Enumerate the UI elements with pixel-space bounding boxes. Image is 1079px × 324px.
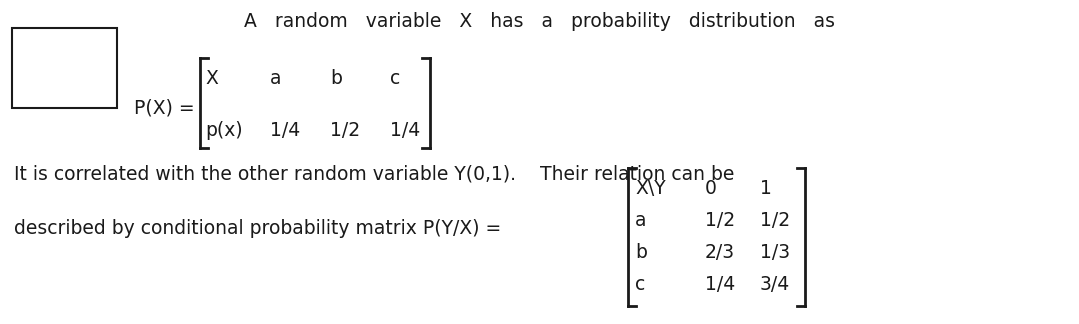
Text: p(x): p(x) xyxy=(205,121,243,140)
Text: b: b xyxy=(636,242,647,261)
Text: 1/2: 1/2 xyxy=(705,211,735,229)
Text: 1/4: 1/4 xyxy=(390,121,420,140)
Text: X: X xyxy=(205,68,218,87)
Text: 2/3: 2/3 xyxy=(705,242,735,261)
Text: described by conditional probability matrix P(Y/X) =: described by conditional probability mat… xyxy=(14,218,502,237)
Text: b: b xyxy=(330,68,342,87)
Text: X\Y: X\Y xyxy=(636,179,666,198)
Text: P(X) =: P(X) = xyxy=(135,98,195,118)
Text: A   random   variable   X   has   a   probability   distribution   as: A random variable X has a probability di… xyxy=(245,12,835,31)
Text: a: a xyxy=(636,211,646,229)
Bar xyxy=(12,28,117,108)
Text: 3/4: 3/4 xyxy=(760,274,790,294)
Text: a: a xyxy=(270,68,282,87)
Text: 0: 0 xyxy=(705,179,716,198)
Text: 1/2: 1/2 xyxy=(760,211,790,229)
Text: It is correlated with the other random variable Y(0,1).    Their relation can be: It is correlated with the other random v… xyxy=(14,165,735,184)
Text: 1/4: 1/4 xyxy=(270,121,300,140)
Text: 1/3: 1/3 xyxy=(760,242,790,261)
Text: 1/4: 1/4 xyxy=(705,274,735,294)
Text: c: c xyxy=(636,274,645,294)
Text: c: c xyxy=(390,68,400,87)
Text: 1/2: 1/2 xyxy=(330,121,360,140)
Text: 1: 1 xyxy=(760,179,771,198)
